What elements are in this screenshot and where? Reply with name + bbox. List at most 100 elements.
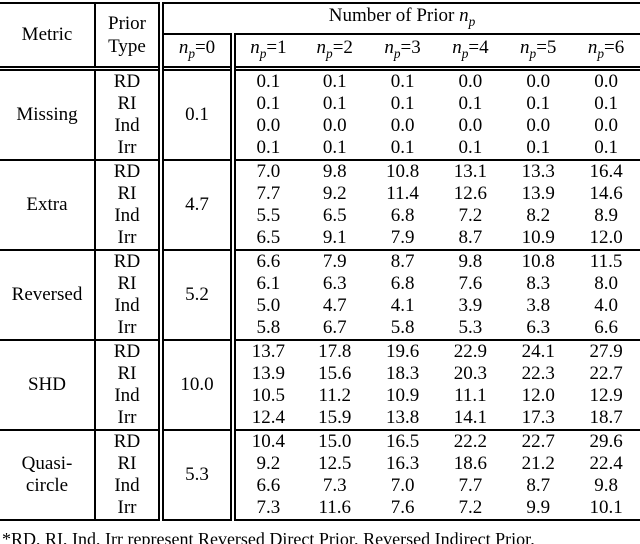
- value-cell: 12.0: [521, 384, 555, 406]
- value-cell: 17.3: [504, 406, 573, 431]
- value-cell: 20.3: [453, 362, 488, 384]
- metric-cell-missing: Missing: [0, 68, 96, 161]
- value-cell: 24.1: [521, 340, 555, 362]
- value-cell: 5.8: [368, 316, 437, 341]
- metric-header: Metric: [0, 3, 96, 71]
- value-cell: 22.7: [521, 430, 555, 452]
- group-header: Number of Prior np: [161, 3, 640, 35]
- value-cell: 4.0: [594, 294, 618, 316]
- table-row: Irr 7.3 11.6 7.6 7.2 9.9 10.1: [0, 496, 640, 520]
- value-cell: 12.0: [572, 226, 640, 251]
- value-cell: 0.0: [390, 114, 415, 136]
- value-cell: 13.9: [521, 182, 555, 204]
- value-cell: 5.3: [436, 316, 505, 341]
- math-n: n: [459, 5, 469, 26]
- np5-column-header: np=5: [504, 33, 573, 71]
- value-cell: 12.9: [589, 384, 623, 406]
- value-cell: 13.1: [453, 160, 488, 182]
- table-row: Ind 10.5 11.2 10.9 11.1 12.0 12.9: [0, 384, 640, 407]
- value-cell: 0.0: [256, 114, 281, 136]
- value-cell: 8.3: [526, 272, 551, 294]
- value-cell: 0.0: [322, 114, 347, 136]
- value-cell: 10.8: [521, 250, 555, 272]
- value-cell: 6.1: [256, 272, 281, 294]
- np1-column-header: np=1: [233, 33, 301, 71]
- prior-type-cell: Irr: [95, 136, 164, 161]
- value-cell: 8.9: [594, 204, 618, 226]
- value-cell: 9.2: [256, 452, 281, 474]
- prior-type-cell: Irr: [95, 226, 164, 251]
- table-footnote: *RD, RI, Ind, Irr represent Reversed Dir…: [2, 528, 535, 544]
- value-cell: 9.8: [322, 160, 347, 182]
- np0-value-cell: 10.0: [161, 339, 236, 431]
- prior-type-cell: RI: [95, 362, 164, 385]
- np0-column-header: np=0: [161, 33, 236, 71]
- np6-column-header: np=6: [572, 33, 640, 71]
- value-cell: 10.1: [589, 496, 623, 518]
- value-cell: 11.6: [318, 496, 352, 518]
- value-cell: 6.5: [233, 226, 301, 251]
- value-cell: 10.8: [385, 160, 420, 182]
- value-cell: 0.1: [368, 136, 437, 161]
- value-cell: 5.5: [256, 204, 281, 226]
- value-cell: 0.1: [458, 92, 483, 114]
- prior-type-cell: RD: [95, 339, 164, 363]
- value-cell: 9.8: [458, 250, 483, 272]
- value-cell: 15.6: [318, 362, 352, 384]
- value-cell: 8.7: [390, 250, 415, 272]
- np0-value-cell: 0.1: [161, 68, 236, 161]
- value-cell: 0.1: [300, 136, 369, 161]
- value-cell: 4.7: [322, 294, 347, 316]
- value-cell: 0.0: [594, 70, 618, 92]
- metric-cell-quasi-circle: Quasi-circle: [0, 429, 96, 520]
- metric-cell-shd: SHD: [0, 339, 96, 431]
- group-header-text: Number of Prior: [328, 5, 460, 26]
- value-cell: 16.5: [385, 430, 420, 452]
- table-row: Irr 0.1 0.1 0.1 0.1 0.1 0.1: [0, 136, 640, 161]
- value-cell: 22.3: [521, 362, 555, 384]
- value-cell: 29.6: [589, 430, 623, 452]
- table-row: RI 7.7 9.2 11.4 12.6 13.9 14.6: [0, 182, 640, 205]
- value-cell: 6.8: [390, 272, 415, 294]
- value-cell: 7.9: [322, 250, 347, 272]
- value-cell: 27.9: [589, 340, 623, 362]
- value-cell: 0.1: [504, 136, 573, 161]
- table-row: Ind 5.0 4.7 4.1 3.9 3.8 4.0: [0, 294, 640, 317]
- np0-value-cell: 4.7: [161, 159, 236, 251]
- table-row: RI 13.9 15.6 18.3 20.3 22.3 22.7: [0, 362, 640, 385]
- value-cell: 0.0: [526, 114, 551, 136]
- np0-value-cell: 5.2: [161, 249, 236, 341]
- np2-column-header: np=2: [300, 33, 369, 71]
- value-cell: 9.1: [300, 226, 369, 251]
- value-cell: 12.4: [233, 406, 301, 431]
- value-cell: 0.1: [256, 70, 281, 92]
- value-cell: 0.0: [458, 70, 483, 92]
- value-cell: 8.7: [436, 226, 505, 251]
- prior-type-cell: Ind: [95, 474, 164, 497]
- np0-value-cell: 5.3: [161, 429, 236, 520]
- value-cell: 7.6: [458, 272, 483, 294]
- value-cell: 0.1: [322, 92, 347, 114]
- table-row: RI 9.2 12.5 16.3 18.6 21.2 22.4: [0, 452, 640, 475]
- value-cell: 7.2: [458, 496, 483, 518]
- value-cell: 6.8: [390, 204, 415, 226]
- value-cell: 12.6: [453, 182, 488, 204]
- value-cell: 9.2: [322, 182, 347, 204]
- value-cell: 13.3: [521, 160, 555, 182]
- value-cell: 16.4: [589, 160, 623, 182]
- table-row: Irr 6.5 9.1 7.9 8.7 10.9 12.0: [0, 226, 640, 251]
- value-cell: 17.8: [318, 340, 352, 362]
- math-sub-p: p: [468, 13, 476, 29]
- value-cell: 13.9: [251, 362, 286, 384]
- np3-column-header: np=3: [368, 33, 437, 71]
- table-row: Missing RD 0.1 0.1 0.1 0.1 0.0 0.0 0.0: [0, 68, 640, 161]
- value-cell: 0.0: [594, 114, 618, 136]
- value-cell: 21.2: [521, 452, 555, 474]
- value-cell: 9.8: [594, 474, 618, 496]
- value-cell: 6.3: [504, 316, 573, 341]
- value-cell: 7.0: [390, 474, 415, 496]
- value-cell: 9.9: [526, 496, 551, 518]
- prior-type-cell: RD: [95, 429, 164, 453]
- table-row: Irr 5.8 6.7 5.8 5.3 6.3 6.6: [0, 316, 640, 341]
- value-cell: 13.8: [368, 406, 437, 431]
